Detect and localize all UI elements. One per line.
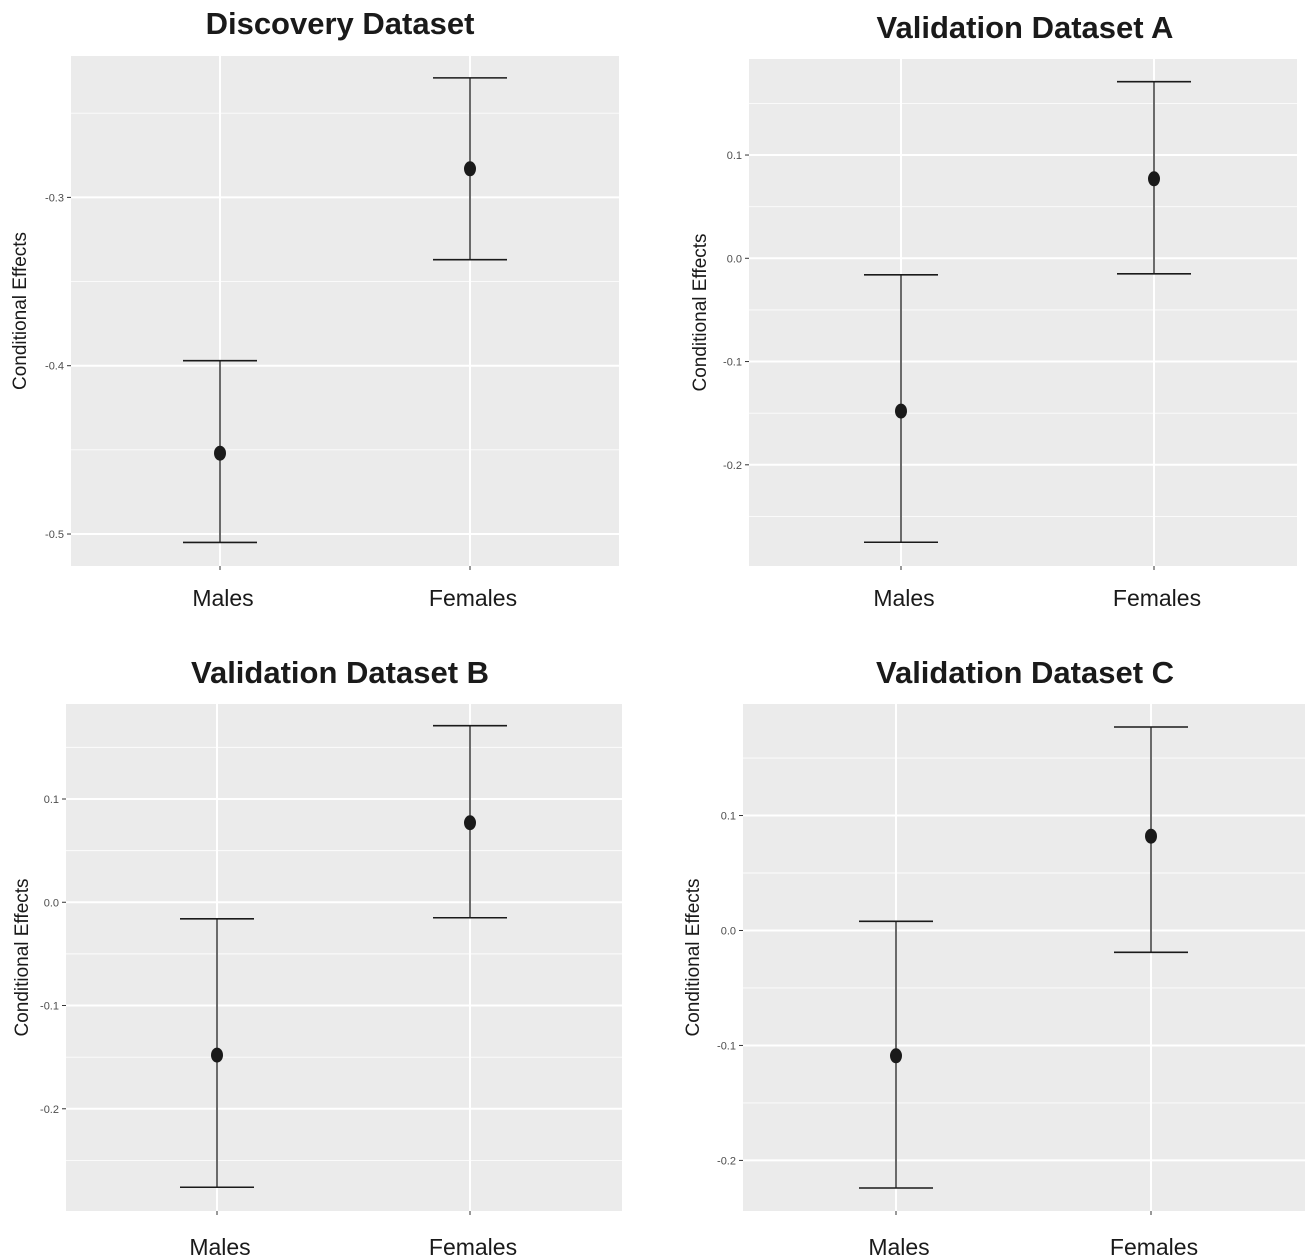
- plot-background: [66, 704, 622, 1211]
- data-point: [211, 1047, 223, 1063]
- x-tick-label: Females: [429, 1234, 517, 1260]
- x-tick-label: Females: [1113, 585, 1201, 611]
- x-tick-label: Males: [868, 1234, 929, 1260]
- data-point: [890, 1048, 902, 1064]
- chart-title: Validation Dataset B: [190, 655, 490, 690]
- y-tick-label: 0.1: [721, 811, 736, 823]
- y-axis-title: Conditional Effects: [690, 233, 711, 391]
- data-point: [895, 403, 907, 419]
- chart-title: Discovery Dataset: [205, 6, 475, 41]
- data-point: [1148, 171, 1160, 187]
- y-axis-title: Conditional Effects: [12, 878, 33, 1036]
- y-tick-label: -0.2: [717, 1155, 736, 1167]
- y-tick-label: -0.4: [45, 361, 64, 373]
- x-tick-label: Females: [429, 585, 517, 611]
- y-tick-label: 0.1: [727, 150, 742, 162]
- chart-plot: -0.3 -0.4 -0.5 Males Females Conditional Effe…: [10, 56, 619, 611]
- chart-title: Validation Dataset C: [875, 655, 1175, 690]
- chart-plot: 0.1 0.0 -0.1 -0.2 Males Females Conditional Ef…: [690, 59, 1297, 611]
- chart-title: Validation Dataset A: [876, 10, 1174, 45]
- chart-plot: 0.1 0.0 -0.1 -0.2 Males Females Conditional Ef…: [12, 704, 622, 1260]
- x-tick-label: Females: [1110, 1234, 1198, 1260]
- data-point: [464, 815, 476, 831]
- y-tick-label: 0.0: [721, 925, 736, 937]
- chart-plot: 0.1 0.0 -0.1 -0.2 Males Females Conditional Ef…: [683, 704, 1305, 1260]
- y-tick-label: 0.0: [727, 253, 742, 265]
- y-tick-label: -0.1: [40, 1001, 59, 1013]
- chart-panel-discovery: Discovery Dataset -0.3 -0.4 -0.5 Males Femal…: [0, 0, 640, 625]
- plot-background: [71, 56, 619, 566]
- y-tick-label: -0.1: [723, 357, 742, 369]
- y-axis-title: Conditional Effects: [683, 878, 704, 1036]
- plot-background: [749, 59, 1297, 566]
- chart-panel-validation-a: Validation Dataset A 0.1 0.0 -0.1 -0.2 Males…: [660, 0, 1305, 625]
- y-tick-label: -0.1: [717, 1040, 736, 1052]
- data-point: [214, 445, 226, 461]
- y-tick-label: -0.2: [40, 1104, 59, 1116]
- chart-panel-validation-c: Validation Dataset C 0.1 0.0 -0.1 -0.2 Males…: [660, 645, 1305, 1260]
- chart-panel-validation-b: Validation Dataset B 0.1 0.0 -0.1 -0.2 Males…: [0, 645, 640, 1260]
- y-axis-title: Conditional Effects: [10, 232, 31, 390]
- plot-background: [743, 704, 1305, 1211]
- x-tick-label: Males: [192, 585, 253, 611]
- y-tick-label: -0.3: [45, 192, 64, 204]
- data-point: [464, 161, 476, 177]
- y-tick-label: 0.0: [44, 897, 59, 909]
- x-tick-label: Males: [873, 585, 934, 611]
- y-tick-label: 0.1: [44, 794, 59, 806]
- data-point: [1145, 828, 1157, 844]
- y-tick-label: -0.5: [45, 529, 64, 541]
- y-tick-label: -0.2: [723, 460, 742, 472]
- x-tick-label: Males: [189, 1234, 250, 1260]
